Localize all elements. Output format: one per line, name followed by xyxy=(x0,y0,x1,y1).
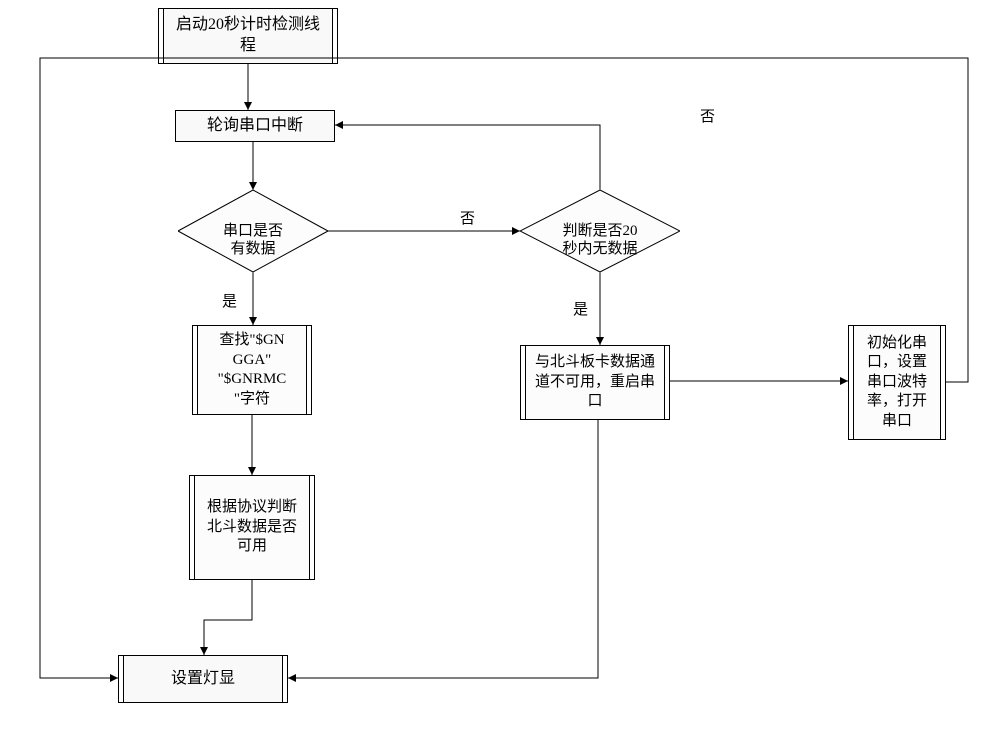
edge-label-yes-2: 是 xyxy=(573,298,588,319)
node-decision-20s-label: 判断是否20 秒内无数据 xyxy=(562,223,637,257)
node-init-label: 初始化串口，设置串口波特率，打开串口 xyxy=(861,334,933,432)
node-check-label: 根据协议判断 北斗数据是否可用 xyxy=(202,498,302,557)
node-start: 启动20秒计时检测线程 xyxy=(158,8,338,64)
edge-label-no-1: 否 xyxy=(460,207,475,228)
node-init: 初始化串口，设置串口波特率，打开串口 xyxy=(848,325,946,440)
edge-label-yes-1: 是 xyxy=(222,290,237,311)
node-poll: 轮询串口中断 xyxy=(175,110,335,142)
node-poll-label: 轮询串口中断 xyxy=(207,116,303,137)
node-check: 根据协议判断 北斗数据是否可用 xyxy=(189,475,315,580)
node-restart-label: 与北斗板卡数据通道不可用，重启串口 xyxy=(533,353,657,412)
node-led: 设置灯显 xyxy=(118,655,288,703)
node-start-label: 启动20秒计时检测线程 xyxy=(171,15,325,57)
node-decision-data: 串口是否 有数据 xyxy=(178,190,328,272)
node-decision-data-label: 串口是否 有数据 xyxy=(223,223,283,257)
node-led-label: 设置灯显 xyxy=(171,669,235,690)
node-restart: 与北斗板卡数据通道不可用，重启串口 xyxy=(520,345,670,420)
node-decision-20s: 判断是否20 秒内无数据 xyxy=(520,190,680,272)
edge-label-no-2: 否 xyxy=(700,105,715,126)
node-find-label: 查找"$GN GGA" "$GNRMC "字符 xyxy=(218,331,287,409)
node-find: 查找"$GN GGA" "$GNRMC "字符 xyxy=(192,325,312,415)
